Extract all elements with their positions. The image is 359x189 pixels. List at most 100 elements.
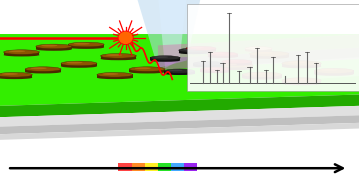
- Ellipse shape: [186, 50, 216, 52]
- Ellipse shape: [282, 65, 321, 68]
- Ellipse shape: [245, 50, 272, 52]
- Polygon shape: [129, 69, 165, 72]
- Polygon shape: [200, 69, 230, 72]
- Polygon shape: [150, 57, 180, 60]
- Ellipse shape: [68, 42, 104, 47]
- Polygon shape: [179, 50, 209, 53]
- Polygon shape: [68, 44, 104, 47]
- Ellipse shape: [164, 72, 195, 75]
- Ellipse shape: [200, 67, 230, 71]
- Ellipse shape: [288, 78, 306, 81]
- Ellipse shape: [222, 60, 252, 64]
- Polygon shape: [25, 69, 61, 72]
- Ellipse shape: [242, 72, 282, 77]
- Polygon shape: [164, 71, 195, 74]
- Polygon shape: [186, 48, 216, 51]
- Ellipse shape: [164, 69, 195, 73]
- Ellipse shape: [214, 67, 253, 70]
- Polygon shape: [0, 123, 359, 140]
- Bar: [187, 4, 359, 91]
- Bar: [145, 163, 158, 171]
- Polygon shape: [61, 63, 97, 66]
- Ellipse shape: [245, 46, 272, 50]
- Ellipse shape: [249, 47, 261, 49]
- Polygon shape: [0, 94, 359, 117]
- Ellipse shape: [97, 76, 133, 79]
- Ellipse shape: [25, 67, 61, 71]
- Polygon shape: [251, 57, 359, 83]
- Ellipse shape: [179, 52, 209, 54]
- Ellipse shape: [41, 45, 57, 46]
- Ellipse shape: [208, 52, 238, 56]
- Polygon shape: [282, 63, 321, 67]
- Ellipse shape: [97, 73, 133, 77]
- Ellipse shape: [155, 56, 168, 58]
- Polygon shape: [158, 47, 359, 70]
- Polygon shape: [250, 53, 289, 57]
- Ellipse shape: [25, 70, 61, 74]
- Ellipse shape: [68, 46, 104, 49]
- Ellipse shape: [135, 67, 151, 69]
- Ellipse shape: [2, 73, 18, 75]
- Ellipse shape: [179, 48, 209, 52]
- Bar: [158, 163, 171, 171]
- Ellipse shape: [118, 31, 133, 45]
- Ellipse shape: [4, 50, 39, 54]
- Ellipse shape: [4, 53, 39, 57]
- Ellipse shape: [31, 67, 47, 69]
- Ellipse shape: [74, 43, 90, 45]
- Ellipse shape: [250, 51, 289, 57]
- Bar: [118, 163, 132, 171]
- Ellipse shape: [288, 61, 306, 64]
- Polygon shape: [242, 74, 282, 78]
- Ellipse shape: [183, 49, 197, 50]
- Polygon shape: [97, 74, 133, 78]
- Ellipse shape: [66, 62, 83, 64]
- Ellipse shape: [250, 56, 289, 59]
- Ellipse shape: [282, 61, 321, 66]
- Polygon shape: [193, 63, 223, 66]
- Polygon shape: [0, 34, 359, 106]
- Ellipse shape: [102, 73, 118, 75]
- Ellipse shape: [36, 44, 72, 49]
- Ellipse shape: [212, 52, 225, 54]
- Polygon shape: [0, 106, 359, 127]
- Ellipse shape: [191, 47, 204, 49]
- Ellipse shape: [227, 60, 240, 62]
- Ellipse shape: [129, 67, 165, 71]
- Ellipse shape: [320, 69, 338, 71]
- Ellipse shape: [242, 76, 282, 80]
- Ellipse shape: [314, 68, 354, 74]
- Ellipse shape: [0, 73, 32, 77]
- Ellipse shape: [186, 46, 216, 50]
- Ellipse shape: [101, 54, 136, 58]
- Ellipse shape: [129, 70, 165, 74]
- Polygon shape: [214, 65, 253, 68]
- Polygon shape: [222, 61, 252, 64]
- Ellipse shape: [248, 73, 266, 75]
- Ellipse shape: [193, 65, 223, 67]
- Ellipse shape: [106, 54, 122, 56]
- Ellipse shape: [0, 76, 32, 79]
- Ellipse shape: [61, 65, 97, 68]
- Bar: [184, 163, 197, 171]
- Polygon shape: [0, 74, 32, 78]
- Ellipse shape: [9, 50, 25, 52]
- Polygon shape: [314, 70, 354, 74]
- Polygon shape: [208, 54, 238, 57]
- Ellipse shape: [169, 70, 182, 71]
- Polygon shape: [158, 0, 187, 68]
- Polygon shape: [0, 115, 359, 134]
- Ellipse shape: [314, 73, 354, 76]
- Ellipse shape: [101, 57, 136, 60]
- Ellipse shape: [200, 70, 230, 73]
- Ellipse shape: [150, 56, 180, 60]
- Ellipse shape: [198, 62, 211, 64]
- Ellipse shape: [222, 63, 252, 66]
- Polygon shape: [158, 34, 359, 70]
- Polygon shape: [36, 46, 72, 49]
- Polygon shape: [101, 55, 136, 59]
- Ellipse shape: [282, 78, 321, 83]
- Polygon shape: [136, 0, 201, 68]
- Ellipse shape: [61, 61, 97, 66]
